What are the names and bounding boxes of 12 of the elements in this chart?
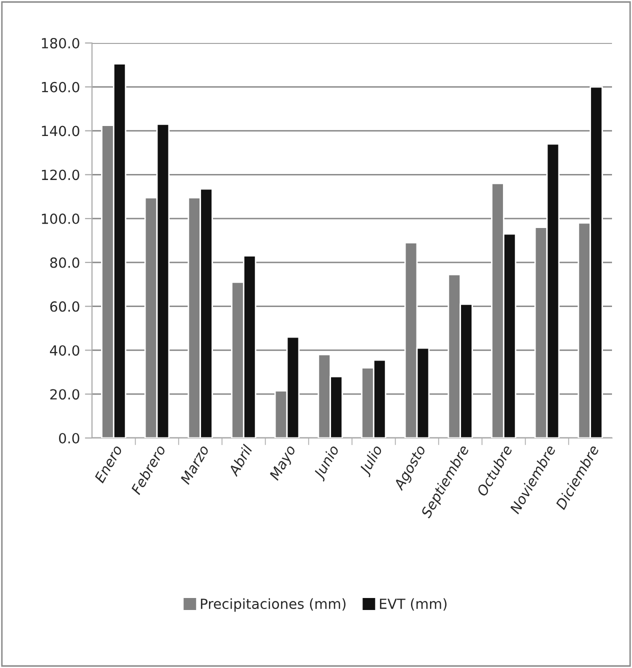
y-tick-label: 100.0 bbox=[42, 214, 80, 224]
y-tick-label: 80.0 bbox=[50, 257, 80, 268]
y-tick-label: 160.0 bbox=[42, 82, 80, 92]
y-tick-label: 0.0 bbox=[59, 432, 80, 444]
y-tick-label: 180.0 bbox=[42, 38, 80, 48]
y-tick-label: 120.0 bbox=[42, 170, 80, 180]
y-tick-label: 140.0 bbox=[42, 126, 80, 136]
legend-label: EVT (mm) bbox=[380, 598, 446, 611]
y-tick-label: 40.0 bbox=[50, 345, 80, 356]
legend-label: Precipitaciones (mm) bbox=[200, 598, 346, 612]
y-tick-label: 60.0 bbox=[50, 301, 80, 312]
y-tick-label: 20.0 bbox=[50, 389, 80, 400]
